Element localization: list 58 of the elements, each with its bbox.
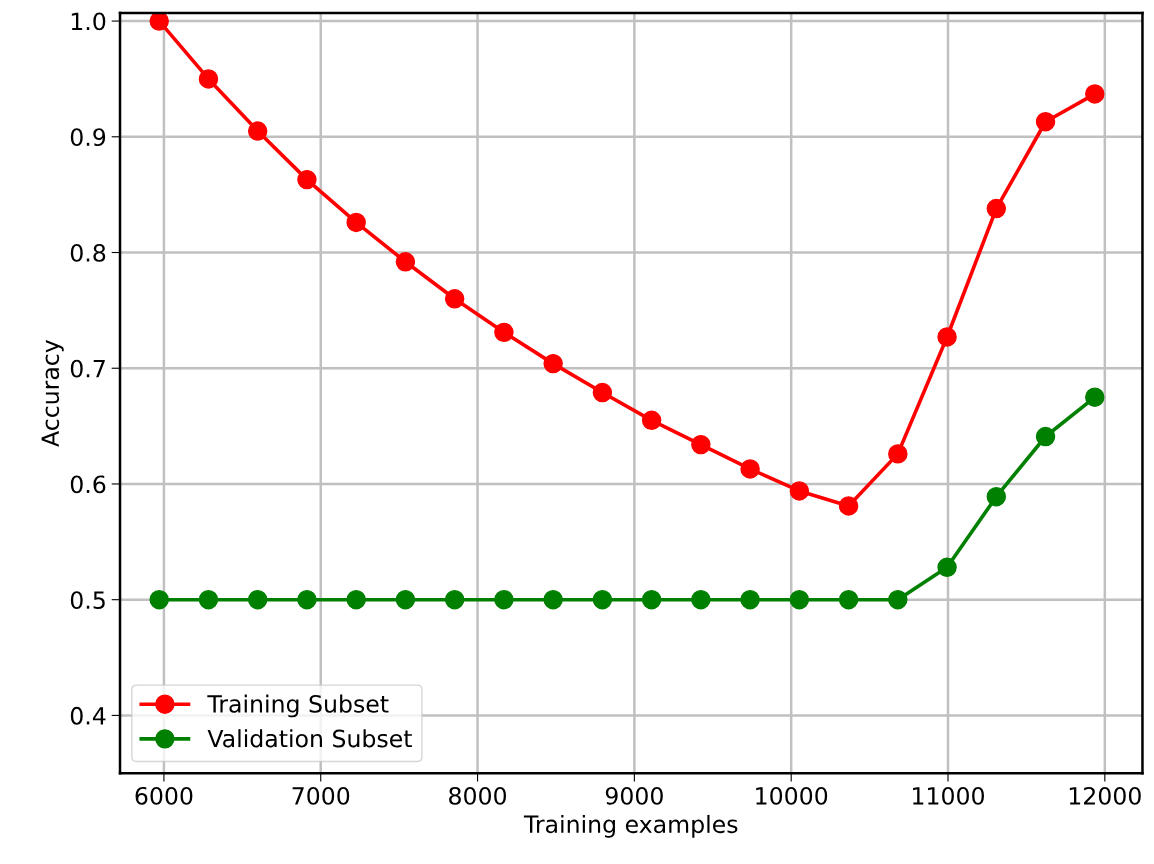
- point: [1035, 112, 1056, 132]
- point: [149, 589, 169, 610]
- point: [838, 589, 859, 610]
- point: [346, 589, 366, 610]
- point: [592, 589, 613, 610]
- point: [937, 327, 957, 347]
- point: [543, 353, 563, 374]
- point: [691, 589, 711, 610]
- x-tick-label: 11000: [913, 786, 984, 805]
- y-tick-label: 0.5: [70, 591, 105, 609]
- y-tick-label: 0.7: [70, 359, 105, 378]
- y-tick-label: 1.0: [71, 12, 106, 31]
- point: [641, 410, 662, 431]
- point: [198, 69, 219, 89]
- x-tick-label: 7000: [292, 786, 350, 805]
- point: [937, 557, 957, 578]
- point: [691, 434, 711, 455]
- point: [543, 589, 563, 610]
- x-tick-label: 10000: [756, 786, 828, 805]
- point: [986, 486, 1007, 507]
- y-tick-label: 0.9: [70, 128, 106, 147]
- legend-label: Validation Subset: [207, 729, 412, 748]
- y-axis-title: Accuracy: [41, 339, 64, 447]
- point: [297, 589, 317, 610]
- point: [1035, 426, 1056, 447]
- x-axis-title: Training examples: [523, 814, 738, 838]
- point: [986, 198, 1007, 219]
- point: [444, 289, 465, 309]
- point: [444, 589, 465, 610]
- point: [789, 589, 810, 610]
- point: [838, 496, 859, 516]
- point: [740, 459, 760, 479]
- point: [395, 252, 416, 272]
- point: [1085, 387, 1105, 407]
- point: [494, 322, 514, 343]
- point: [1085, 84, 1105, 104]
- point: [494, 589, 514, 610]
- legend-label: Training Subset: [207, 694, 389, 718]
- y-tick-label: 0.4: [70, 706, 106, 725]
- x-tick-label: 6000: [135, 786, 193, 805]
- point: [592, 382, 613, 403]
- point: [789, 481, 810, 501]
- point: [346, 212, 366, 233]
- point: [198, 589, 219, 610]
- point: [247, 589, 268, 610]
- point: [641, 589, 662, 610]
- x-tick-label: 12000: [1069, 786, 1141, 805]
- point: [149, 12, 169, 31]
- point: [247, 121, 268, 141]
- point: [888, 444, 908, 464]
- point: [395, 589, 416, 610]
- x-tick-label: 8000: [449, 786, 507, 805]
- y-tick-label: 0.6: [70, 475, 106, 494]
- point: [888, 589, 908, 610]
- x-tick-label: 9000: [605, 786, 663, 805]
- point: [740, 589, 760, 610]
- y-tick-label: 0.8: [70, 243, 106, 262]
- point: [297, 169, 317, 190]
